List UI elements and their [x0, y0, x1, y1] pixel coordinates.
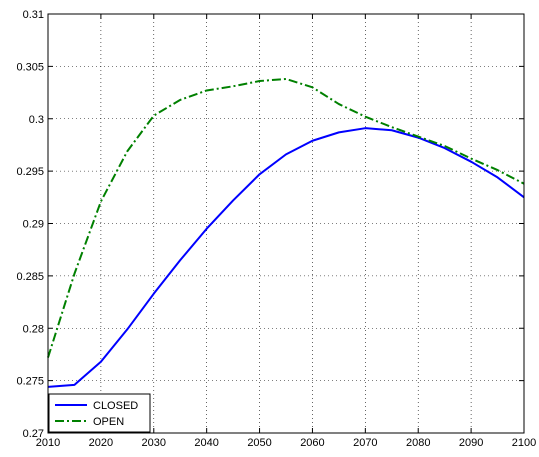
legend-label-open: OPEN	[93, 416, 124, 428]
x-tick-label: 2090	[459, 437, 483, 449]
y-tick-label: 0.31	[23, 9, 44, 21]
grid	[48, 14, 524, 433]
y-tick-label: 0.29	[23, 219, 44, 231]
y-tick-label: 0.285	[16, 271, 44, 283]
x-tick-label: 2050	[247, 437, 271, 449]
x-tick-label: 2060	[300, 437, 324, 449]
x-tick-label: 2070	[353, 437, 377, 449]
y-tick-labels: 0.27 0.275 0.28 0.285 0.29 0.295 0.3 0.305 0.31	[16, 9, 44, 440]
legend-box	[48, 393, 151, 433]
y-tick-label: 0.27	[23, 428, 44, 440]
legend: CLOSED OPEN	[48, 393, 151, 433]
series-line-closed	[47, 127, 525, 388]
y-tick-label: 0.295	[16, 166, 44, 178]
y-tick-label: 0.3	[29, 114, 44, 126]
legend-label-closed: CLOSED	[93, 400, 138, 412]
x-tick-label: 2100	[512, 437, 536, 449]
y-tick-label: 0.305	[16, 61, 44, 73]
x-tick-label: 2020	[89, 437, 113, 449]
x-tick-label: 2010	[36, 437, 60, 449]
series-layer	[47, 77, 525, 388]
x-tick-label: 2080	[406, 437, 430, 449]
series-line-open	[47, 77, 525, 358]
y-tick-label: 0.28	[23, 323, 44, 335]
x-tick-labels: 2010 2020 2030 2040 2050 2060 2070 2080 2090 2100	[36, 437, 536, 449]
y-tick-label: 0.275	[16, 376, 44, 388]
x-tick-label: 2030	[142, 437, 166, 449]
x-tick-label: 2040	[194, 437, 218, 449]
